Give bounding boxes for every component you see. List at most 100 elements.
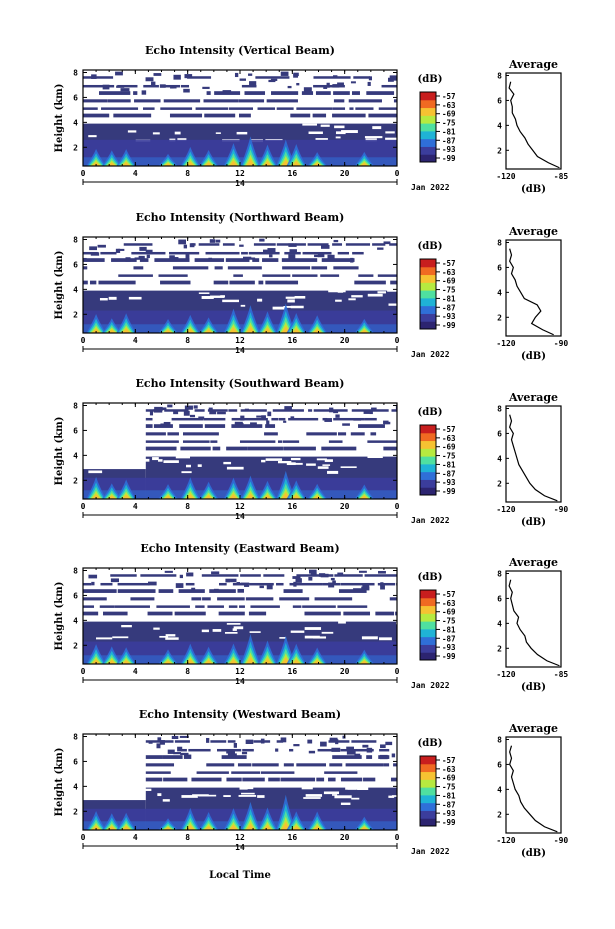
echo-gap: [351, 797, 360, 800]
echo-speck: [328, 582, 335, 588]
echo-gap: [294, 295, 306, 299]
echo-speck: [185, 254, 190, 259]
echo-gap: [322, 464, 331, 466]
colorbar-swatch: [420, 115, 436, 124]
echo-speck: [379, 754, 388, 760]
echo-plume: [163, 329, 173, 333]
echo-patch: [271, 417, 279, 421]
panel-title: Echo Intensity (Vertical Beam): [145, 44, 335, 57]
echo-speck: [350, 257, 354, 263]
x-tick-label: 8: [185, 169, 190, 178]
echo-patch: [83, 582, 92, 586]
echo-gap: [201, 296, 214, 299]
echo-plume: [204, 659, 214, 664]
echo-speck: [333, 410, 339, 414]
echo-gap: [320, 124, 330, 127]
echo-speck: [239, 244, 244, 247]
colorbar-swatch: [420, 471, 436, 480]
echo-patch: [337, 432, 347, 436]
colorbar-unit: (dB): [418, 74, 443, 85]
echo-patch: [171, 417, 204, 421]
echo-gap: [135, 458, 150, 462]
echo-patch: [314, 597, 353, 601]
echo-speck: [391, 78, 397, 81]
colorbar-tick-label: -99: [442, 321, 456, 330]
echo-patch: [142, 107, 155, 110]
colorbar-tick-label: -75: [442, 286, 456, 295]
echo-speck: [261, 415, 266, 420]
echo-patch: [195, 605, 205, 608]
echo-speck: [244, 408, 249, 411]
echo-patch: [227, 740, 236, 743]
echo-gap: [286, 462, 296, 466]
echo-patch: [372, 243, 386, 246]
echo-patch: [140, 574, 177, 577]
echo-speck: [296, 82, 300, 86]
echo-patch: [83, 251, 98, 255]
profile-y-tick-label: 8: [497, 404, 502, 413]
echo-patch: [226, 777, 242, 782]
echo-speck: [191, 587, 196, 592]
echo-gap: [290, 305, 304, 309]
echo-patch: [289, 582, 323, 586]
echo-gap: [198, 292, 210, 294]
x-tick-label: 4: [133, 502, 138, 511]
x-tick-label: 0: [81, 833, 86, 842]
echo-speck: [266, 420, 270, 426]
echo-patch: [163, 99, 201, 103]
echo-gap: [257, 298, 263, 302]
echo-patch: [302, 605, 336, 608]
y-tick-label: 4: [73, 285, 78, 294]
profile-x-label: (dB): [521, 848, 546, 859]
echo-speck: [330, 577, 335, 581]
echo-speck: [147, 581, 157, 586]
echo-patch: [304, 611, 341, 616]
echo-patch: [264, 432, 278, 436]
echo-plume: [359, 660, 369, 664]
echo-speck: [353, 588, 362, 593]
echo-patch: [133, 91, 138, 95]
echo-patch: [198, 243, 220, 246]
echo-speck: [184, 74, 193, 79]
echo-patch: [162, 755, 183, 759]
echo-patch: [163, 777, 188, 782]
x-axis-label: Local Time: [209, 870, 271, 881]
echo-speck: [346, 746, 354, 750]
panel-title: Echo Intensity (Eastward Beam): [140, 542, 339, 555]
echo-field: [83, 735, 397, 830]
echo-speck: [371, 407, 377, 411]
x-tick-label: 12: [235, 502, 245, 511]
echo-patch: [306, 432, 337, 436]
echo-speck: [290, 416, 295, 420]
echo-patch: [364, 417, 377, 421]
x-tick-label: 8: [185, 667, 190, 676]
echo-patch: [113, 113, 152, 118]
echo-speck: [209, 409, 217, 415]
echo-plume: [228, 824, 239, 830]
echo-patch: [117, 582, 150, 586]
echo-gap: [340, 802, 351, 805]
x-tick-label: 16: [288, 833, 298, 842]
echo-patch: [292, 605, 302, 608]
echo-patch: [134, 99, 161, 103]
echo-gap: [88, 135, 97, 138]
colorbar-tick-label: -81: [442, 294, 456, 303]
echo-speck: [323, 86, 328, 89]
echo-gap: [153, 627, 160, 630]
echo-plume: [291, 658, 301, 664]
y-tick-label: 2: [73, 807, 78, 816]
echo-plume: [204, 161, 214, 166]
echo-gap: [163, 460, 179, 463]
panel-title: Echo Intensity (Northward Beam): [136, 211, 345, 224]
echo-gap: [152, 132, 160, 135]
echo-patch: [311, 266, 328, 270]
echo-speck: [117, 248, 125, 251]
echo-patch: [288, 417, 319, 421]
echo-patch: [242, 748, 254, 752]
echo-gap: [351, 295, 363, 298]
echo-gap: [385, 131, 395, 134]
echo-patch: [111, 258, 137, 262]
echo-speck: [184, 405, 193, 410]
y-tick-label: 8: [73, 401, 78, 410]
x-tick-label: 0: [395, 833, 400, 842]
